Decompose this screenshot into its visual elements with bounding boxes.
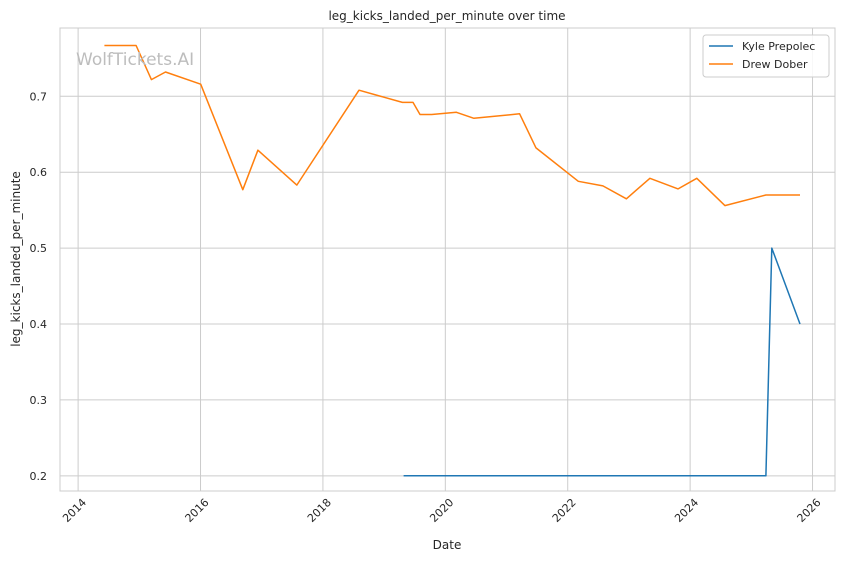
series-line-drew-dober [104, 44, 800, 207]
legend: Kyle Prepolec Drew Dober [702, 34, 830, 78]
plot-frame [59, 27, 836, 492]
y-tick-label: 0.6 [30, 166, 48, 179]
y-axis-title: leg_kicks_landed_per_minute [9, 171, 23, 347]
y-tick-label: 0.7 [30, 90, 48, 103]
watermark: WolfTickets.AI [76, 50, 194, 70]
grid [60, 28, 835, 491]
legend-box [702, 34, 830, 78]
y-tick-label: 0.2 [30, 470, 48, 483]
y-tick-label: 0.3 [30, 394, 48, 407]
x-axis-title: Date [433, 538, 462, 552]
y-tick-label: 0.4 [30, 318, 48, 331]
series-line-kyle-prepolec [403, 247, 801, 477]
y-tick-label: 0.5 [30, 242, 48, 255]
series-lines [104, 44, 801, 477]
legend-label-drew-dober: Drew Dober [742, 58, 808, 71]
legend-label-kyle-prepolec: Kyle Prepolec [742, 40, 815, 53]
chart-title: leg_kicks_landed_per_minute over time [328, 9, 565, 23]
